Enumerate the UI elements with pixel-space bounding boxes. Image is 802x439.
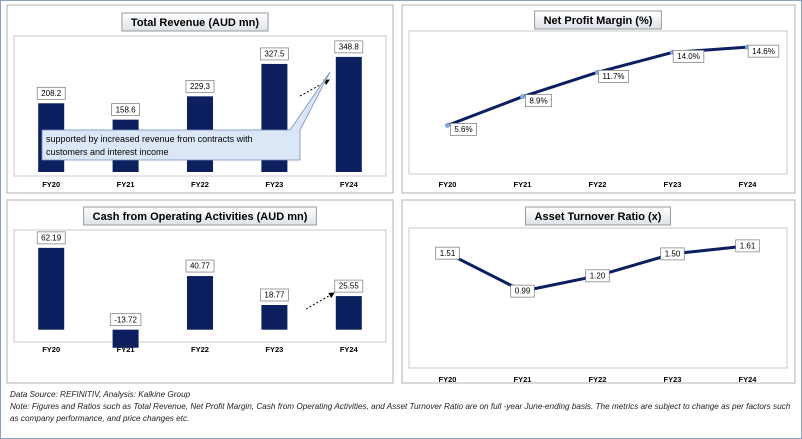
x-tick-label: FY21: [117, 180, 135, 189]
bar: [335, 56, 362, 173]
data-label: 1.50: [665, 250, 681, 259]
x-tick-label: FY22: [191, 180, 209, 189]
x-tick-label: FY24: [340, 180, 359, 189]
x-tick-label: FY21: [117, 345, 135, 354]
x-tick-label: FY22: [191, 345, 209, 354]
data-label-box: [185, 79, 215, 93]
data-label: 14.6%: [752, 47, 775, 56]
data-label: 158.6: [116, 105, 137, 114]
footer: Data Source: REFINITIV, Analysis: Kalkin…: [10, 389, 795, 425]
x-tick-label: FY21: [514, 180, 532, 189]
bar: [187, 276, 213, 330]
data-label-box: [510, 284, 535, 298]
data-label: 18.77: [264, 291, 285, 300]
data-label: 208.2: [41, 89, 62, 98]
callout: [41, 71, 331, 161]
data-label: 1.51: [440, 249, 456, 258]
data-label-box: [450, 122, 477, 136]
x-tick-label: FY23: [265, 345, 283, 354]
data-label: 25.55: [339, 282, 360, 291]
plot-area: [408, 227, 788, 369]
bar: [261, 304, 288, 330]
title-box: [121, 12, 269, 32]
source: Data Source: REFINITIV, Analysis: Kalkin…: [10, 390, 191, 399]
trend-arrow: [299, 79, 330, 97]
data-label: 1.20: [590, 271, 606, 280]
x-tick-label: FY23: [664, 375, 682, 384]
bar: [38, 247, 65, 330]
annotation: supported by increased revenue from cont…: [46, 134, 253, 157]
data-label-box: [435, 246, 460, 260]
x-tick-label: FY24: [739, 180, 758, 189]
data-label: 5.6%: [454, 125, 472, 134]
data-label-box: [260, 288, 289, 302]
title-box: [83, 206, 317, 226]
x-tick-label: FY20: [42, 345, 60, 354]
x-tick-label: FY23: [664, 180, 682, 189]
data-label-box: [36, 231, 66, 245]
point: [520, 94, 525, 100]
data-label: 348.8: [339, 43, 360, 52]
data-label-box: [672, 50, 705, 63]
data-label-box: [598, 70, 629, 83]
data-label-box: [185, 259, 215, 273]
point: [445, 122, 450, 128]
data-label-box: [111, 103, 140, 117]
data-label-box: [585, 269, 610, 283]
x-tick-label: FY22: [589, 180, 607, 189]
data-label-box: [735, 239, 760, 253]
chart-title: Cash from Operating Activities (AUD mn): [93, 211, 308, 223]
data-label: 14.0%: [677, 52, 700, 61]
data-label: 1.61: [740, 241, 756, 250]
chart-title: Net Profit Margin (%): [544, 15, 653, 27]
annotation-wrap: supported by increased revenue from cont…: [46, 134, 253, 157]
title-box: [534, 10, 662, 30]
x-tick-label: FY23: [265, 180, 283, 189]
x-tick-label: FY20: [42, 180, 60, 189]
data-label-box: [334, 279, 364, 293]
data-label: 229.3: [190, 82, 211, 91]
bar: [112, 329, 139, 348]
x-tick-label: FY24: [739, 375, 758, 384]
data-label-box: [660, 247, 685, 261]
data-label-box: [334, 40, 364, 54]
data-label: 11.7%: [602, 72, 624, 81]
bar: [335, 296, 362, 330]
data-label: -13.72: [114, 315, 137, 324]
data-label-box: [109, 313, 142, 327]
charts: Total Revenue (AUD mn) FY20 FY21 FY22 FY23 FY…: [6, 4, 796, 384]
data-label-box: [36, 86, 66, 100]
x-tick-label: FY20: [439, 180, 457, 189]
x-tick-label: FY20: [439, 375, 457, 384]
trend-arrow: [305, 292, 335, 310]
data-label-box: [747, 44, 780, 58]
note: Note: Figures and Ratios such as Total R…: [10, 402, 791, 423]
x-tick-label: FY24: [340, 345, 359, 354]
data-label: 62.19: [41, 233, 62, 242]
chart-title: Total Revenue (AUD mn): [131, 17, 259, 29]
x-tick-label: FY22: [589, 375, 607, 384]
data-label: 40.77: [190, 262, 211, 271]
plot-area: [408, 30, 788, 175]
chart-title: Asset Turnover Ratio (x): [535, 211, 662, 223]
data-label: 0.99: [515, 287, 531, 296]
data-label-box: [525, 94, 552, 108]
data-label: 8.9%: [529, 96, 547, 105]
title-box: [525, 206, 671, 226]
data-label-box: [260, 47, 289, 61]
x-tick-label: FY21: [514, 375, 532, 384]
data-label: 327.5: [264, 50, 285, 59]
